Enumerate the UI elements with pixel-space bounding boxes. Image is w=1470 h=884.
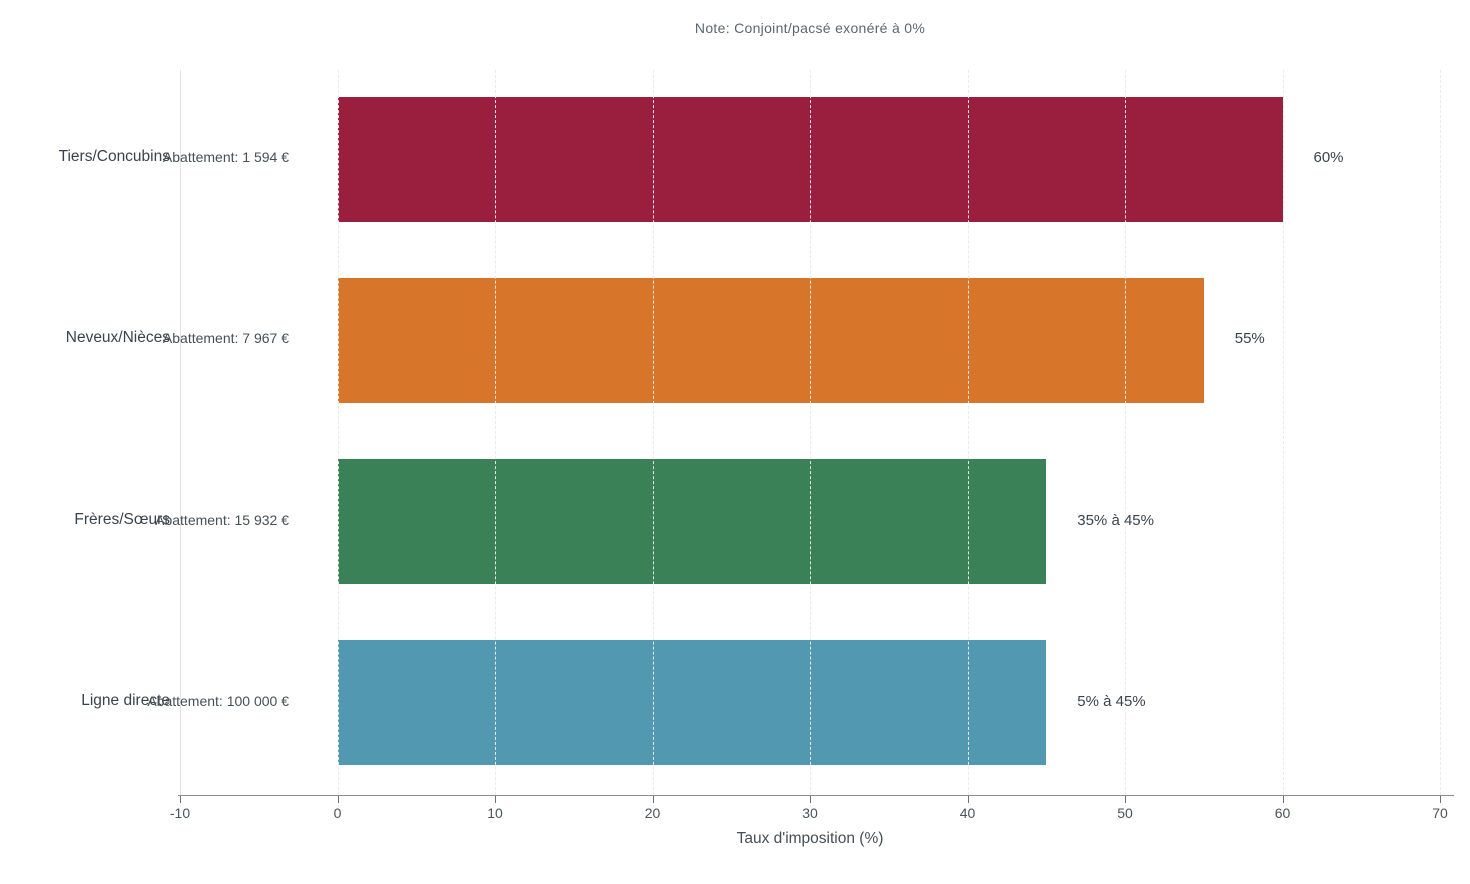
x-axis-tick	[810, 795, 811, 803]
bar-neveux-ni-ces	[337, 277, 1204, 403]
x-axis-tick	[1282, 795, 1284, 803]
gridline-x-50	[1125, 70, 1126, 795]
category-label: Ligne directe	[81, 691, 170, 709]
gridline-x-70	[1440, 70, 1441, 795]
category-label: Tiers/Concubins	[58, 148, 170, 166]
abattement-annotation: Abattement: 15 932 €	[155, 511, 289, 528]
x-axis-tick-label: 70	[1432, 805, 1448, 821]
bar-value-label: 55%	[1234, 330, 1265, 348]
gridline-x-20	[652, 70, 654, 795]
x-axis-tick-label: 30	[802, 805, 818, 821]
x-axis-tick-label: 40	[959, 805, 976, 821]
bar-value-label: 35% à 45%	[1077, 511, 1154, 529]
x-axis-tick-label: -10	[169, 805, 191, 821]
x-axis-line	[178, 795, 1454, 796]
x-axis-tick-label: 0	[333, 805, 342, 821]
x-axis-tick	[1440, 795, 1441, 803]
y-axis-spine	[180, 70, 181, 795]
x-axis-tick	[1125, 795, 1126, 803]
gridline-x-0	[337, 70, 339, 795]
gridline-x-60	[1282, 70, 1284, 795]
category-label: Frères/Sœurs	[74, 510, 170, 528]
gridline-x-40	[967, 70, 969, 795]
abattement-annotation: Abattement: 1 594 €	[162, 149, 289, 166]
x-axis-tick	[180, 795, 181, 803]
x-axis-tick	[495, 795, 496, 803]
x-axis-tick-label: 20	[644, 805, 661, 821]
chart-note: Note: Conjoint/pacsé exonéré à 0%	[694, 20, 926, 36]
bar-ligne-directe	[337, 640, 1047, 766]
abattement-annotation: Abattement: 7 967 €	[162, 330, 289, 347]
x-axis-tick	[967, 795, 969, 803]
gridline-x-10	[495, 70, 496, 795]
x-axis-tick	[652, 795, 654, 803]
bar-value-label: 5% à 45%	[1077, 692, 1146, 710]
x-axis-tick-label: 50	[1117, 805, 1133, 821]
gridline-x-30	[810, 70, 811, 795]
abattement-annotation: Abattement: 100 000 €	[147, 692, 289, 709]
category-label: Neveux/Nièces	[65, 329, 170, 347]
x-axis-tick	[337, 795, 339, 803]
x-axis-tick-label: 10	[487, 805, 503, 821]
x-axis-title: Taux d'imposition (%)	[736, 830, 884, 847]
bar-fr-res-s-urs	[337, 459, 1047, 585]
bar-value-label: 60%	[1313, 149, 1344, 167]
x-axis-tick-label: 60	[1274, 805, 1291, 821]
